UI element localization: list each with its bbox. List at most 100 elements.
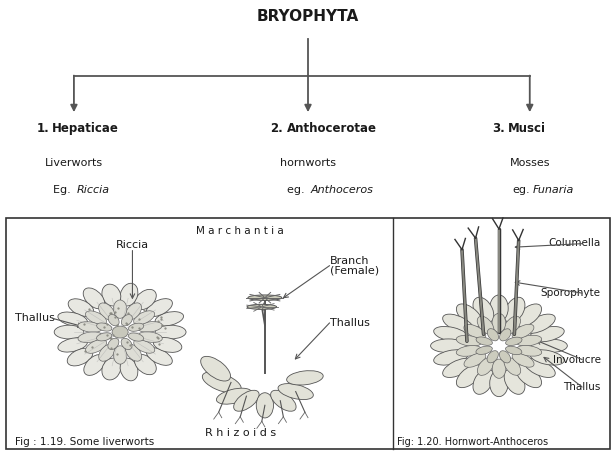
Ellipse shape <box>121 338 132 349</box>
Text: 2.: 2. <box>270 122 283 135</box>
Ellipse shape <box>155 325 186 339</box>
Ellipse shape <box>247 304 277 310</box>
Text: 1.: 1. <box>36 122 49 135</box>
Ellipse shape <box>431 339 466 353</box>
Ellipse shape <box>138 322 162 332</box>
Text: Fig : 1.19. Some liverworts: Fig : 1.19. Some liverworts <box>15 437 155 447</box>
Ellipse shape <box>113 346 127 364</box>
Ellipse shape <box>54 325 84 339</box>
Ellipse shape <box>248 295 282 300</box>
Text: Musci: Musci <box>508 122 546 135</box>
Text: Thallus: Thallus <box>15 313 55 323</box>
Text: eg.: eg. <box>287 185 308 195</box>
Ellipse shape <box>286 371 323 385</box>
Ellipse shape <box>134 339 155 353</box>
Text: Mosses: Mosses <box>509 158 550 168</box>
Ellipse shape <box>108 338 119 349</box>
Ellipse shape <box>86 311 107 325</box>
Ellipse shape <box>492 359 506 378</box>
Ellipse shape <box>524 358 555 377</box>
Ellipse shape <box>86 339 107 353</box>
Text: eg.: eg. <box>512 185 530 195</box>
Bar <box>6 218 610 449</box>
Ellipse shape <box>78 332 102 343</box>
Ellipse shape <box>490 370 508 397</box>
Ellipse shape <box>125 303 142 320</box>
Ellipse shape <box>108 315 119 326</box>
Ellipse shape <box>58 338 87 352</box>
Ellipse shape <box>128 333 144 341</box>
Ellipse shape <box>256 393 274 418</box>
Ellipse shape <box>155 311 184 326</box>
Ellipse shape <box>530 349 564 365</box>
Text: Eg.: Eg. <box>53 185 74 195</box>
Ellipse shape <box>456 335 482 346</box>
Ellipse shape <box>464 324 486 339</box>
Text: Fig: 1.20. Hornwort-Anthoceros: Fig: 1.20. Hornwort-Anthoceros <box>397 437 548 447</box>
Ellipse shape <box>504 369 525 394</box>
Ellipse shape <box>512 353 534 367</box>
Ellipse shape <box>134 289 156 310</box>
Ellipse shape <box>487 329 498 341</box>
Text: Thallus: Thallus <box>330 318 370 328</box>
Ellipse shape <box>492 313 506 333</box>
Text: BRYOPHYTA: BRYOPHYTA <box>257 9 359 23</box>
Ellipse shape <box>504 316 521 334</box>
Text: Columella: Columella <box>548 238 601 248</box>
Ellipse shape <box>456 304 482 327</box>
Ellipse shape <box>516 365 541 387</box>
Ellipse shape <box>58 312 87 327</box>
Ellipse shape <box>134 354 156 375</box>
Text: Riccia: Riccia <box>116 240 149 250</box>
Ellipse shape <box>524 314 555 333</box>
Ellipse shape <box>126 344 142 361</box>
Text: Sporophyte: Sporophyte <box>541 288 601 298</box>
Ellipse shape <box>270 390 296 411</box>
Ellipse shape <box>512 324 534 338</box>
Ellipse shape <box>102 358 121 380</box>
Ellipse shape <box>476 346 492 354</box>
Ellipse shape <box>443 314 474 333</box>
Ellipse shape <box>473 297 494 323</box>
Ellipse shape <box>476 337 492 345</box>
Ellipse shape <box>201 356 230 381</box>
Ellipse shape <box>500 329 511 341</box>
Ellipse shape <box>83 288 105 309</box>
Ellipse shape <box>500 351 511 363</box>
Ellipse shape <box>233 390 259 411</box>
Ellipse shape <box>138 332 162 343</box>
Ellipse shape <box>216 388 252 404</box>
Ellipse shape <box>113 300 127 318</box>
Ellipse shape <box>516 304 541 327</box>
Circle shape <box>112 326 128 338</box>
Ellipse shape <box>120 358 138 381</box>
Ellipse shape <box>434 349 468 365</box>
Text: (Female): (Female) <box>330 265 379 275</box>
Ellipse shape <box>97 333 111 341</box>
Ellipse shape <box>146 348 172 365</box>
Ellipse shape <box>99 344 115 361</box>
Ellipse shape <box>456 346 482 356</box>
Ellipse shape <box>120 284 138 306</box>
Text: R h i z o i d s: R h i z o i d s <box>205 428 276 438</box>
Text: Anthoceros: Anthoceros <box>311 185 374 195</box>
Ellipse shape <box>490 295 508 322</box>
Text: Hepaticae: Hepaticae <box>52 122 120 135</box>
Text: Branch: Branch <box>330 256 369 266</box>
Ellipse shape <box>516 345 541 356</box>
Text: Riccia: Riccia <box>77 185 110 195</box>
Ellipse shape <box>121 315 132 326</box>
Ellipse shape <box>506 346 522 354</box>
Ellipse shape <box>530 327 564 342</box>
Ellipse shape <box>434 327 468 342</box>
Text: Liverworts: Liverworts <box>45 158 103 168</box>
Text: 3.: 3. <box>492 122 505 135</box>
Text: Anthocerotae: Anthocerotae <box>286 122 376 135</box>
Ellipse shape <box>68 299 94 316</box>
Text: hornworts: hornworts <box>280 158 336 168</box>
Ellipse shape <box>67 348 93 366</box>
Ellipse shape <box>99 303 115 320</box>
Text: Thallus: Thallus <box>563 382 601 392</box>
Ellipse shape <box>84 354 105 376</box>
Ellipse shape <box>464 353 486 367</box>
